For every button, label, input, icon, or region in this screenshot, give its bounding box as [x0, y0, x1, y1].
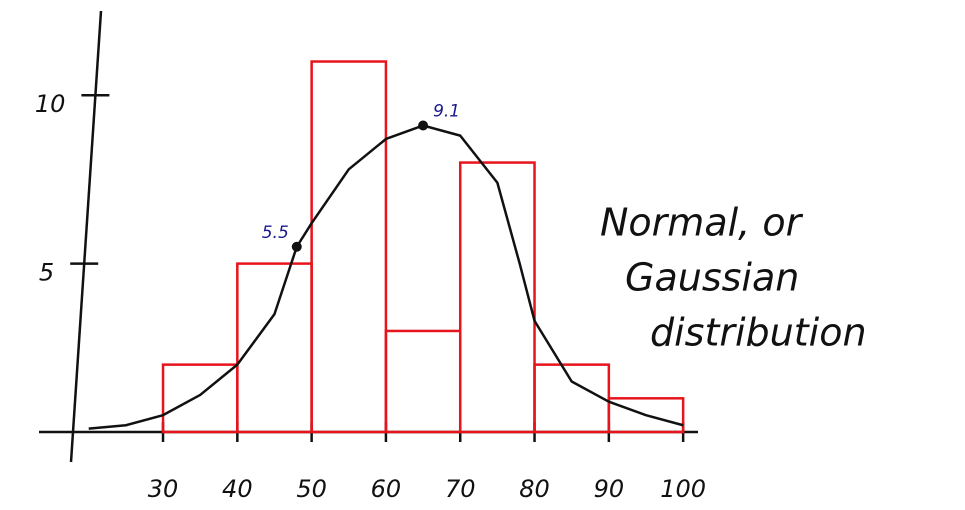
x-tick-label: 30 — [148, 475, 179, 503]
x-tick-label: 50 — [296, 475, 327, 503]
x-tick-label: 80 — [519, 475, 550, 503]
chart-title: Normal, or — [600, 201, 804, 245]
chart-title: Gaussian — [625, 256, 799, 300]
bar — [310, 60, 388, 434]
x-tick-label: 40 — [222, 475, 253, 503]
curve-point — [291, 241, 302, 252]
curve — [88, 124, 684, 430]
x-tick-label: 60 — [371, 475, 402, 503]
point-label: 5.5 — [262, 223, 289, 243]
y-tick-label: 10 — [35, 90, 66, 118]
x-tick-label: 70 — [445, 475, 476, 503]
y-axis — [69, 10, 103, 463]
chart-title: distribution — [650, 311, 867, 355]
curve-point — [418, 120, 429, 131]
point-label: 9.1 — [433, 102, 460, 122]
bar — [607, 397, 685, 434]
bar — [458, 161, 536, 434]
y-tick-label: 5 — [39, 259, 54, 287]
bar — [384, 329, 462, 434]
x-tick-label: 100 — [660, 475, 706, 503]
x-tick-label: 90 — [594, 475, 625, 503]
bar — [533, 363, 611, 434]
